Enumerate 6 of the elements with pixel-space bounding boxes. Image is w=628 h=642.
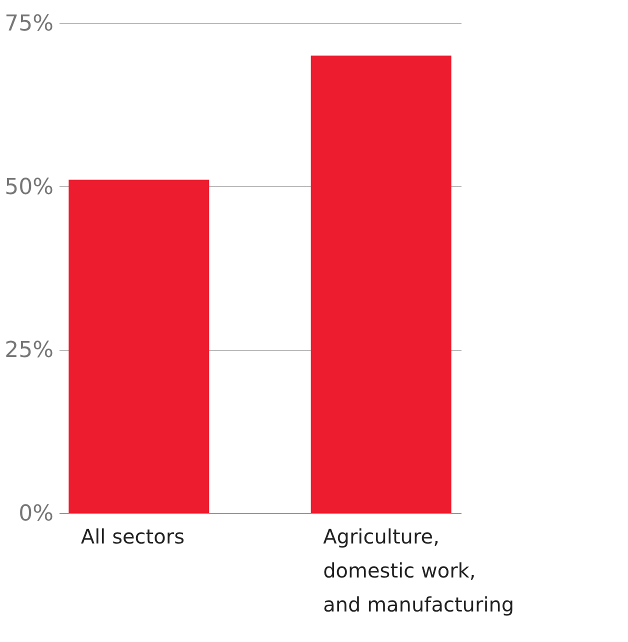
y-tick-label: 0%: [18, 502, 54, 526]
x-tick-label: All sectors: [80, 524, 185, 548]
y-tick-label: 50%: [4, 174, 54, 200]
x-tick-label: Agriculture, domestic work, and manufacturing: [323, 524, 514, 616]
y-tick-label: 75%: [4, 12, 54, 36]
y-tick-label: 25%: [4, 338, 54, 364]
